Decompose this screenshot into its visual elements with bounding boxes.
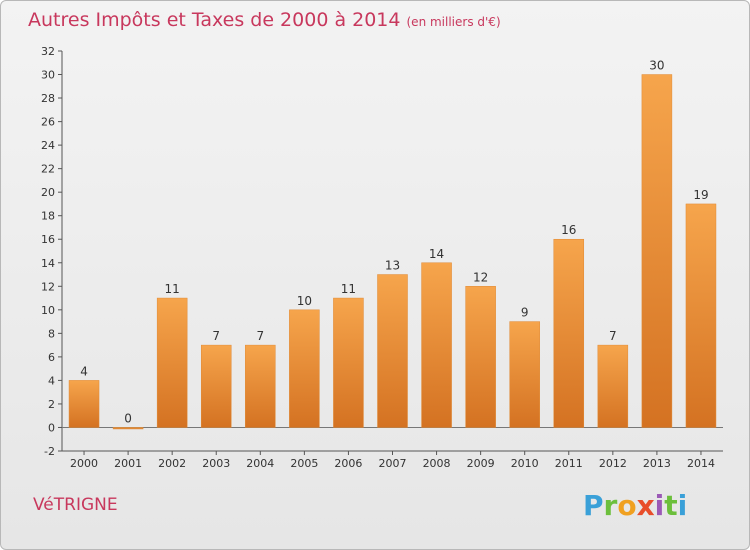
x-tick-label: 2006 bbox=[334, 457, 362, 470]
bar bbox=[421, 262, 452, 428]
bar bbox=[289, 309, 320, 428]
logo-letter: x bbox=[636, 489, 655, 522]
data-label: 4 bbox=[80, 364, 88, 378]
data-label: 16 bbox=[561, 223, 576, 237]
bar bbox=[200, 344, 232, 428]
chart-subtitle: (en milliers d'€) bbox=[406, 15, 501, 29]
y-tick-label: 10 bbox=[41, 304, 55, 317]
y-tick-label: 2 bbox=[48, 398, 55, 411]
x-tick-label: 2012 bbox=[599, 457, 627, 470]
x-tick-label: 2014 bbox=[687, 457, 715, 470]
bar bbox=[112, 427, 144, 430]
y-tick-label: 0 bbox=[48, 421, 55, 434]
bar bbox=[68, 380, 100, 428]
chart-bars bbox=[68, 74, 717, 430]
town-name: VéTRIGNE bbox=[33, 495, 118, 515]
logo-letter: i bbox=[677, 489, 688, 522]
x-tick-label: 2013 bbox=[643, 457, 671, 470]
data-label: 9 bbox=[521, 306, 529, 320]
data-label: 14 bbox=[429, 247, 444, 261]
x-tick-label: 2008 bbox=[423, 457, 451, 470]
y-tick-label: 12 bbox=[41, 280, 55, 293]
x-tick-label: 2004 bbox=[246, 457, 274, 470]
bar bbox=[685, 203, 717, 428]
x-tick-label: 2005 bbox=[290, 457, 318, 470]
y-tick-label: 24 bbox=[41, 139, 55, 152]
x-tick-label: 2001 bbox=[114, 457, 142, 470]
y-tick-label: 14 bbox=[41, 257, 55, 270]
y-tick-label: 16 bbox=[41, 233, 55, 246]
y-tick-label: -2 bbox=[44, 445, 55, 458]
x-tick-label: 2007 bbox=[379, 457, 407, 470]
bar bbox=[156, 297, 188, 428]
data-label: 30 bbox=[649, 59, 664, 73]
x-tick-label: 2002 bbox=[158, 457, 186, 470]
chart-title-text: Autres Impôts et Taxes de 2000 à 2014 bbox=[28, 9, 401, 31]
data-label: 7 bbox=[212, 329, 220, 343]
y-tick-label: 20 bbox=[41, 186, 55, 199]
y-tick-label: 22 bbox=[41, 163, 55, 176]
logo-letter: t bbox=[664, 489, 678, 522]
bar bbox=[377, 274, 408, 428]
chart-title: Autres Impôts et Taxes de 2000 à 2014 (en… bbox=[28, 9, 501, 31]
y-tick-label: 30 bbox=[41, 69, 55, 82]
bar bbox=[333, 297, 364, 428]
y-tick-label: 26 bbox=[41, 116, 55, 129]
logo-letter: i bbox=[654, 489, 665, 522]
y-tick-label: 28 bbox=[41, 92, 55, 105]
data-label: 11 bbox=[165, 282, 180, 296]
bar bbox=[245, 344, 276, 428]
x-tick-label: 2003 bbox=[202, 457, 230, 470]
y-tick-label: 8 bbox=[48, 327, 55, 340]
proxiti-logo[interactable]: Proxiti bbox=[583, 489, 687, 522]
data-label: 12 bbox=[473, 270, 488, 284]
y-tick-label: 4 bbox=[48, 374, 55, 387]
x-tick-label: 2011 bbox=[555, 457, 583, 470]
logo-letter: r bbox=[603, 489, 618, 522]
y-tick-label: 6 bbox=[48, 351, 55, 364]
chart-data-labels: 4 0 11 7 7 10 11 13 14 12 9 16 7 30 19 bbox=[80, 59, 708, 426]
bar bbox=[597, 344, 629, 428]
logo-letter: P bbox=[583, 489, 604, 522]
y-tick-label: 18 bbox=[41, 210, 55, 223]
x-tick-label: 2009 bbox=[467, 457, 495, 470]
y-tick-label: 32 bbox=[41, 45, 55, 58]
x-tick-label: 2010 bbox=[511, 457, 539, 470]
data-label: 19 bbox=[693, 188, 708, 202]
bar bbox=[553, 238, 585, 428]
data-label: 11 bbox=[341, 282, 356, 296]
bar bbox=[509, 321, 540, 428]
bar bbox=[641, 74, 673, 428]
x-tick-label: 2000 bbox=[70, 457, 98, 470]
logo-letter: o bbox=[617, 489, 637, 522]
data-label: 10 bbox=[297, 294, 312, 308]
data-label: 13 bbox=[385, 259, 400, 273]
bar bbox=[465, 286, 496, 428]
data-label: 7 bbox=[256, 329, 264, 343]
data-label: 0 bbox=[124, 411, 132, 425]
data-label: 7 bbox=[609, 329, 617, 343]
